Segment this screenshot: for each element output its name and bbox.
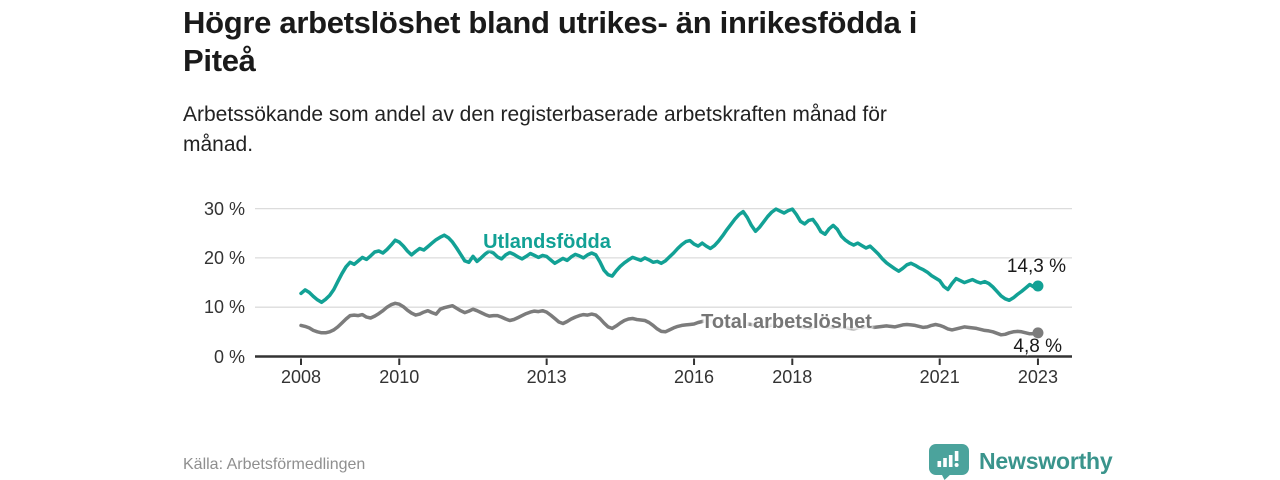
series-label-total-arbetsloshet: Total arbetslöshet	[701, 311, 872, 333]
end-value-label-total-arbetsloshet: 4,8 %	[1013, 336, 1062, 357]
x-axis-tick-label-2008: 2008	[280, 367, 322, 387]
chart-title-line-1: Högre arbetslöshet bland utrikes- än inr…	[183, 5, 918, 40]
newsworthy-logo-icon	[929, 443, 969, 480]
newsworthy-wordmark: Newsworthy	[979, 447, 1113, 474]
chart-title: Högre arbetslöshet bland utrikes- än inr…	[183, 4, 1103, 80]
x-axis-tick-label-2013: 2013	[526, 367, 567, 387]
line-chart-plot	[255, 207, 1072, 365]
chart-subtitle: Arbetssökande som andel av den registerb…	[183, 100, 1063, 160]
source-note: Källa: Arbetsförmedlingen	[183, 456, 366, 473]
y-axis-tick-label-0: 0 %	[213, 346, 245, 367]
x-axis-tick-label-2016: 2016	[674, 367, 715, 387]
y-axis-tick-label-20: 20 %	[203, 247, 245, 268]
chart-title-line-2: Piteå	[183, 43, 256, 78]
end-value-label-utlandsfodda: 14,3 %	[1006, 256, 1066, 277]
chart-subtitle-line-2: månad.	[183, 133, 254, 156]
chart-subtitle-line-1: Arbetssökande som andel av den registerb…	[183, 103, 887, 126]
x-axis-tick-label-2010: 2010	[379, 367, 420, 387]
series-label-utlandsfodda: Utlandsfödda	[483, 231, 611, 253]
x-axis-tick-label-2018: 2018	[772, 367, 813, 387]
y-axis-tick-label-10: 10 %	[203, 297, 245, 318]
y-axis-tick-label-30: 30 %	[203, 198, 245, 219]
x-axis-tick-label-2023: 2023	[1017, 367, 1058, 387]
newsworthy-logo[interactable]: Newsworthy	[928, 443, 1113, 480]
x-axis-tick-label-2021: 2021	[919, 367, 960, 387]
